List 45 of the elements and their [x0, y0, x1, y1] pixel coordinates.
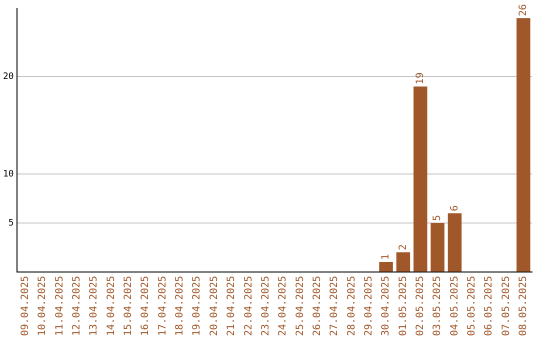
bar	[516, 18, 530, 272]
x-tick-label: 30.04.2025	[380, 276, 392, 336]
x-tick-label: 11.04.2025	[54, 276, 66, 336]
x-tick-label: 28.04.2025	[346, 276, 358, 336]
x-tick-label: 04.05.2025	[449, 276, 460, 336]
data-label: 6	[449, 205, 460, 212]
x-tick-label: 19.04.2025	[192, 276, 203, 336]
x-tick-label: 18.04.2025	[174, 276, 186, 336]
bar	[379, 262, 393, 272]
x-tick-label: 21.04.2025	[226, 276, 238, 336]
x-tick-label: 16.04.2025	[140, 276, 152, 336]
x-tick-label: 13.04.2025	[88, 276, 100, 336]
x-tick-label: 07.05.2025	[500, 276, 512, 336]
x-tick-label: 02.05.2025	[414, 276, 426, 336]
x-tick-label: 10.04.2025	[37, 276, 48, 336]
bar	[448, 213, 462, 272]
x-tick-label: 23.04.2025	[260, 276, 272, 336]
x-tick-label: 22.04.2025	[243, 276, 254, 336]
data-label: 19	[414, 72, 426, 84]
x-tick-label: 26.04.2025	[312, 276, 323, 336]
x-tick-label: 01.05.2025	[398, 276, 409, 336]
data-label: 1	[380, 254, 392, 260]
data-label: 26	[518, 4, 530, 16]
x-tick-label: 06.05.2025	[484, 276, 495, 336]
bar	[430, 223, 444, 272]
bar	[396, 252, 410, 272]
x-tick-label: 20.04.2025	[208, 276, 220, 336]
x-tick-label: 15.04.2025	[123, 276, 134, 336]
x-tick-label: 08.05.2025	[518, 276, 530, 336]
bar	[414, 86, 428, 272]
y-tick-label: 10	[2, 170, 14, 180]
x-tick-label: 14.04.2025	[106, 276, 117, 336]
x-tick-label: 25.04.2025	[294, 276, 306, 336]
y-tick-label: 5	[8, 218, 14, 228]
data-label: 5	[432, 214, 444, 222]
x-tick-label: 03.05.2025	[432, 276, 444, 336]
x-tick-label: 17.04.2025	[157, 276, 168, 336]
x-tick-label: 29.04.2025	[363, 276, 374, 336]
y-tick-label: 20	[2, 72, 14, 82]
x-tick-label: 24.04.2025	[278, 276, 289, 336]
data-label: 2	[398, 244, 409, 250]
x-tick-label: 05.05.2025	[466, 276, 478, 336]
x-tick-label: 12.04.2025	[72, 276, 83, 336]
x-tick-label: 09.04.2025	[20, 276, 32, 336]
x-tick-label: 27.04.2025	[329, 276, 340, 336]
